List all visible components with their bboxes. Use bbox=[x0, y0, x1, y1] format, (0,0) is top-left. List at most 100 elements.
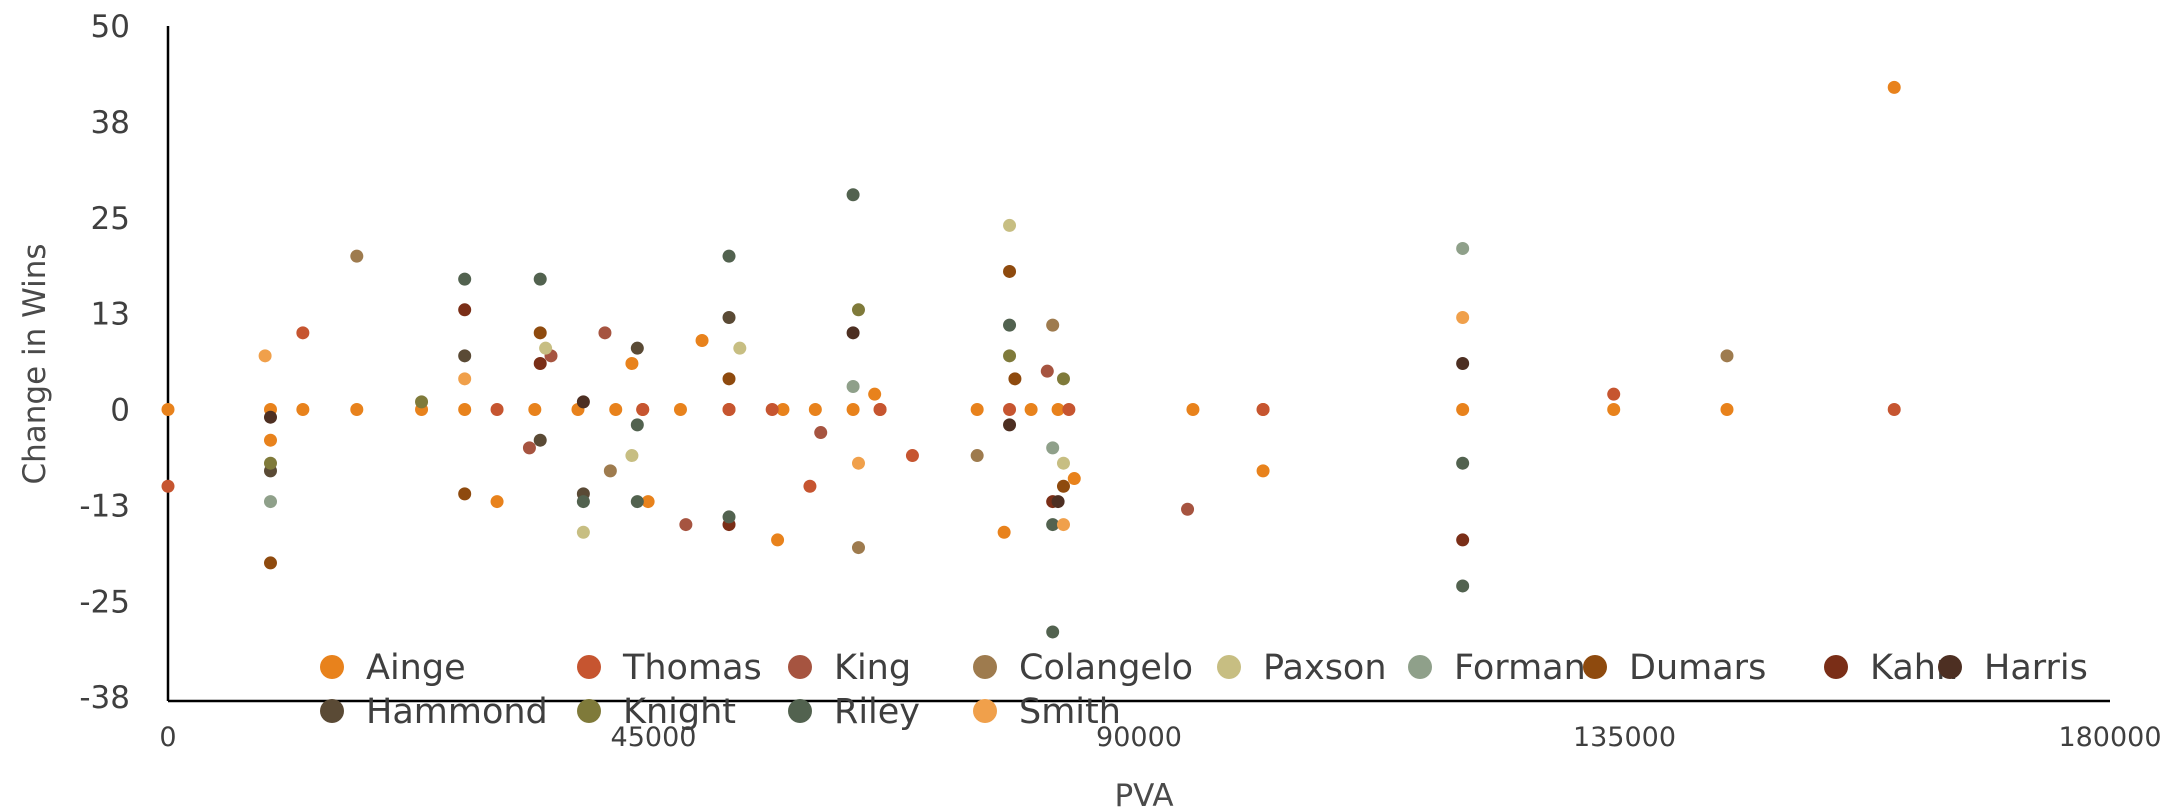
data-point bbox=[625, 449, 639, 463]
y-tick-label: 13 bbox=[91, 297, 130, 333]
data-point bbox=[598, 326, 612, 340]
series-kahn bbox=[458, 303, 1470, 547]
data-point bbox=[609, 403, 623, 417]
data-point bbox=[630, 418, 644, 432]
data-point bbox=[1456, 403, 1470, 417]
y-tick-labels: 50 38 25 13 0 -13 -25 -38 bbox=[79, 9, 130, 716]
data-point bbox=[1008, 372, 1022, 386]
legend-label: King bbox=[834, 648, 911, 688]
x-tick-label: 180000 bbox=[2058, 722, 2161, 753]
data-point bbox=[722, 310, 736, 324]
data-point bbox=[490, 495, 504, 509]
data-point bbox=[1051, 495, 1065, 509]
legend-item-colangelo: Colangelo bbox=[973, 648, 1193, 688]
data-point bbox=[1720, 403, 1734, 417]
data-point bbox=[1607, 403, 1621, 417]
legend-item-kahn: Kahn bbox=[1824, 648, 1958, 688]
data-point bbox=[722, 372, 736, 386]
y-tick-label: 50 bbox=[91, 9, 130, 45]
data-point bbox=[263, 556, 277, 570]
legend-item-hammond: Hammond bbox=[320, 692, 548, 732]
y-tick-label: 38 bbox=[91, 105, 130, 141]
legend-label: Forman bbox=[1454, 648, 1586, 688]
data-point bbox=[1003, 218, 1017, 232]
legend-marker bbox=[577, 655, 601, 679]
legend-label: Harris bbox=[1984, 648, 2088, 688]
data-point bbox=[1046, 318, 1060, 332]
data-point bbox=[1056, 372, 1070, 386]
legend-marker bbox=[1217, 655, 1241, 679]
data-point bbox=[576, 495, 590, 509]
legend-label: Paxson bbox=[1263, 648, 1387, 688]
data-point bbox=[679, 518, 693, 532]
data-point bbox=[263, 495, 277, 509]
data-point bbox=[1056, 479, 1070, 493]
legend-marker bbox=[577, 699, 601, 723]
data-point bbox=[1181, 502, 1195, 516]
data-point bbox=[851, 303, 865, 317]
y-axis-title: Change in Wins bbox=[17, 243, 53, 484]
data-point bbox=[722, 510, 736, 524]
data-point bbox=[1456, 241, 1470, 255]
legend-item-forman: Forman bbox=[1408, 648, 1586, 688]
data-point bbox=[722, 403, 736, 417]
legend-item-riley: Riley bbox=[788, 692, 920, 732]
data-point bbox=[776, 403, 790, 417]
data-point bbox=[1003, 318, 1017, 332]
y-tick-label: 0 bbox=[110, 393, 130, 429]
legend-marker bbox=[788, 655, 812, 679]
data-point bbox=[1046, 625, 1060, 639]
series-thomas bbox=[161, 326, 1901, 493]
data-point bbox=[695, 333, 709, 347]
data-point bbox=[1186, 403, 1200, 417]
data-point bbox=[814, 426, 828, 440]
data-point bbox=[1046, 518, 1060, 532]
data-point bbox=[1456, 533, 1470, 547]
legend-item-paxson: Paxson bbox=[1217, 648, 1387, 688]
data-point bbox=[630, 341, 644, 355]
data-point bbox=[1456, 357, 1470, 370]
y-tick-label: -38 bbox=[79, 680, 130, 716]
data-point bbox=[1456, 579, 1470, 593]
data-point bbox=[603, 464, 617, 478]
series-ainge bbox=[161, 80, 1901, 547]
legend-label: Colangelo bbox=[1019, 648, 1193, 688]
data-point bbox=[576, 395, 590, 409]
legend-marker bbox=[1408, 655, 1432, 679]
data-point bbox=[522, 441, 536, 455]
legend-marker bbox=[788, 699, 812, 723]
legend-label: Smith bbox=[1019, 692, 1121, 732]
data-point bbox=[263, 433, 277, 447]
legend-marker bbox=[320, 699, 344, 723]
data-point bbox=[851, 456, 865, 470]
data-point bbox=[533, 272, 547, 286]
legend-item-thomas: Thomas bbox=[577, 648, 762, 688]
data-point bbox=[1607, 387, 1621, 401]
data-point bbox=[1003, 418, 1017, 432]
series-riley bbox=[458, 188, 1470, 639]
legend: Ainge Thomas King Colangelo Paxson Forman Duma… bbox=[320, 648, 2088, 732]
y-tick-label: 25 bbox=[91, 201, 130, 237]
series-knight bbox=[263, 303, 1070, 470]
legend-label: Knight bbox=[623, 692, 736, 732]
data-point bbox=[458, 403, 472, 417]
data-point bbox=[1024, 403, 1038, 417]
data-point bbox=[533, 433, 547, 447]
data-point bbox=[296, 403, 310, 417]
x-tick-label: 0 bbox=[159, 722, 176, 753]
data-point bbox=[1256, 464, 1270, 478]
data-points bbox=[161, 80, 1901, 639]
data-point bbox=[458, 372, 472, 386]
data-point bbox=[673, 403, 687, 417]
data-point bbox=[1051, 403, 1065, 417]
series-smith bbox=[258, 310, 1470, 532]
data-point bbox=[1003, 403, 1017, 417]
data-point bbox=[263, 456, 277, 470]
data-point bbox=[350, 249, 364, 263]
data-point bbox=[1003, 264, 1017, 278]
legend-marker bbox=[1583, 655, 1607, 679]
legend-label: Ainge bbox=[366, 648, 466, 688]
legend-item-ainge: Ainge bbox=[320, 648, 466, 688]
data-point bbox=[1056, 456, 1070, 470]
